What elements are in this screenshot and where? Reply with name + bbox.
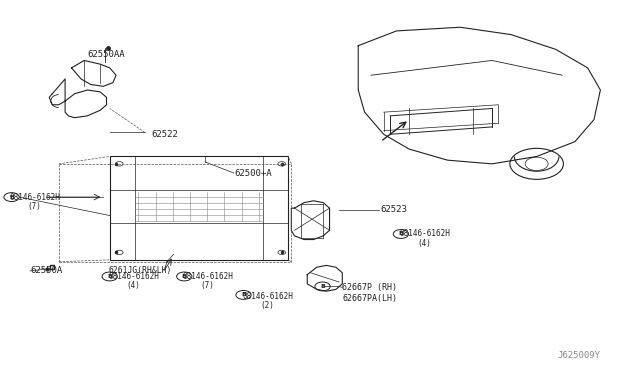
Text: (4): (4): [417, 239, 431, 248]
Text: 62667P (RH): 62667P (RH): [342, 283, 397, 292]
Text: B: B: [9, 195, 14, 199]
Text: B: B: [320, 284, 325, 289]
Text: 6261JG(RH&LH): 6261JG(RH&LH): [108, 266, 172, 275]
Text: (7): (7): [201, 281, 214, 290]
Text: (4): (4): [126, 281, 140, 290]
Text: 08146-6162H: 08146-6162H: [9, 193, 60, 202]
Text: B: B: [399, 231, 403, 237]
Text: 08146-6162H: 08146-6162H: [108, 272, 159, 281]
Text: B: B: [108, 274, 112, 279]
Text: 08146-6162H: 08146-6162H: [399, 230, 451, 238]
Text: 62522: 62522: [151, 130, 178, 139]
Text: 08146-6162H: 08146-6162H: [243, 292, 293, 301]
Text: 62550AA: 62550AA: [88, 51, 125, 60]
Text: B: B: [182, 274, 187, 279]
Text: J625009Y: J625009Y: [557, 351, 600, 360]
Text: (7): (7): [27, 202, 41, 211]
Text: 08146-6162H: 08146-6162H: [183, 272, 234, 281]
Text: 62500+A: 62500+A: [234, 169, 271, 177]
Text: (2): (2): [260, 301, 274, 311]
Text: 62550A: 62550A: [30, 266, 62, 275]
Text: 62523: 62523: [381, 205, 408, 215]
Text: 62667PA(LH): 62667PA(LH): [342, 294, 397, 303]
Text: B: B: [241, 292, 246, 298]
